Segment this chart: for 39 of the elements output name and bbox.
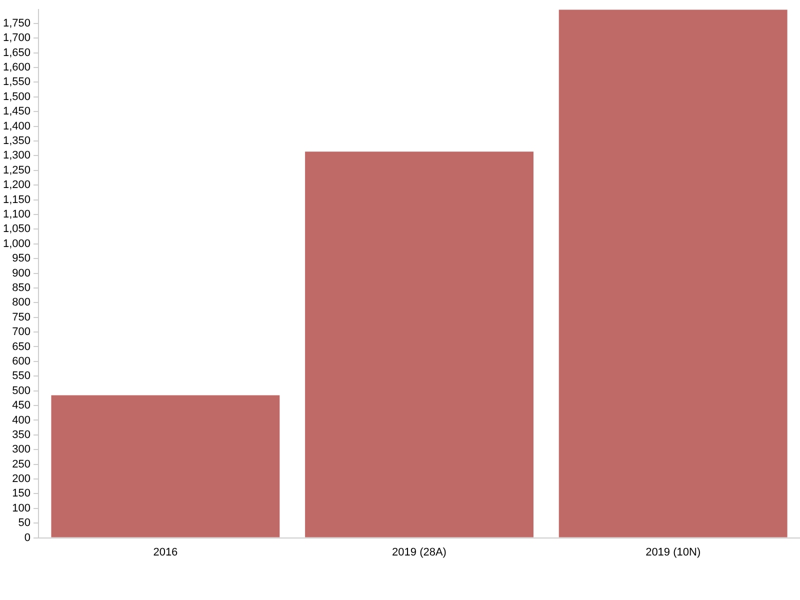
y-tick-label: 1,200 <box>2 179 31 192</box>
y-tick-label: 250 <box>12 458 31 470</box>
y-tick-label: 200 <box>12 473 31 486</box>
y-tick-label: 850 <box>12 282 31 294</box>
y-tick-label: 100 <box>12 502 31 514</box>
y-tick-label: 750 <box>12 311 31 324</box>
y-tick-label: 550 <box>12 370 31 382</box>
y-tick-label: 1,700 <box>2 32 31 44</box>
y-tick-label: 950 <box>12 252 31 265</box>
y-tick-label: 450 <box>12 400 31 412</box>
y-tick-label: 1,100 <box>2 208 31 221</box>
y-tick-label: 700 <box>12 326 31 338</box>
y-tick-label: 1,300 <box>2 150 31 162</box>
x-tick-label: 2019 (10N) <box>646 546 701 558</box>
y-tick-label: 1,600 <box>2 62 31 74</box>
y-tick-label: 50 <box>18 517 31 530</box>
y-tick-label: 600 <box>12 355 31 368</box>
y-tick-label: 150 <box>12 488 31 500</box>
y-tick-label: 1,750 <box>2 17 31 30</box>
y-tick-label: 1,350 <box>2 135 31 148</box>
y-tick-label: 0 <box>24 532 31 544</box>
y-tick-label: 1,050 <box>2 223 31 236</box>
y-tick-label: 1,450 <box>2 106 31 118</box>
y-tick-label: 500 <box>12 384 31 397</box>
x-tick-label: 2019 (28A) <box>392 546 446 558</box>
y-tick-label: 1,550 <box>2 76 31 88</box>
y-tick-label: 1,250 <box>2 164 31 176</box>
y-tick-label: 1,150 <box>2 194 31 206</box>
y-tick-label: 1,500 <box>2 90 31 103</box>
y-tick-label: 350 <box>12 428 31 441</box>
y-tick-label: 1,000 <box>2 238 31 250</box>
x-tick-label: 2016 <box>153 546 178 558</box>
y-tick-label: 800 <box>12 296 31 309</box>
y-tick-label: 1,400 <box>2 120 31 132</box>
y-tick-label: 650 <box>12 340 31 353</box>
y-tick-label: 900 <box>12 267 31 280</box>
y-tick-label: 1,650 <box>2 46 31 59</box>
y-tick-label: 400 <box>12 414 31 426</box>
y-tick-label: 300 <box>12 444 31 456</box>
